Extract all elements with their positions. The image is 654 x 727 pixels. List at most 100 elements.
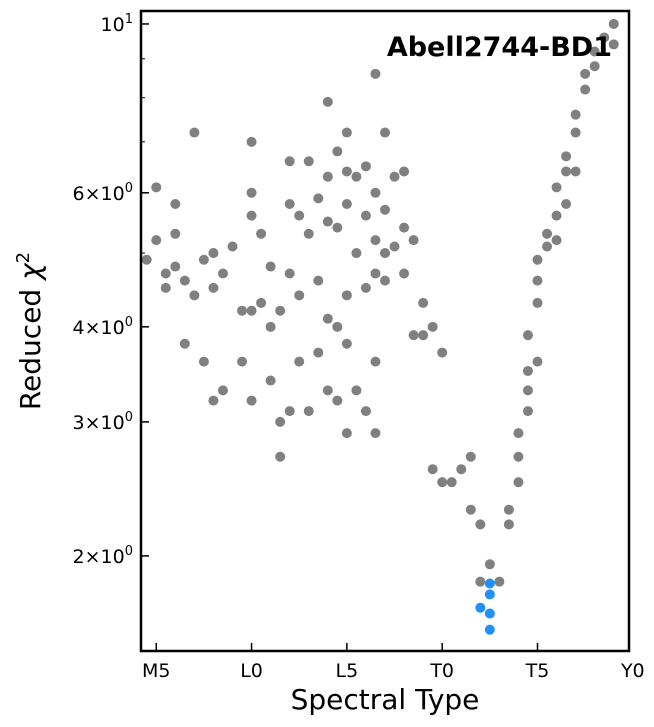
data-point [275, 451, 286, 462]
data-point [418, 297, 429, 308]
data-point [399, 166, 410, 177]
data-point [303, 228, 314, 239]
data-point [217, 268, 228, 279]
data-point [141, 254, 152, 265]
data-point [608, 39, 619, 50]
data-point [408, 235, 419, 246]
data-point [265, 321, 276, 332]
x-axis-label: Spectral Type [291, 683, 480, 716]
data-point [551, 210, 562, 221]
data-point [246, 210, 257, 221]
data-point [341, 166, 352, 177]
data-point [532, 297, 543, 308]
data-point [246, 395, 257, 406]
data-point [275, 416, 286, 427]
data-point [313, 275, 324, 286]
data-point [322, 216, 333, 227]
data-point [322, 385, 333, 396]
x-tick-label: T0 [429, 660, 454, 682]
data-point [322, 313, 333, 324]
data-point [360, 161, 371, 172]
data-point [580, 84, 591, 95]
data-point [513, 451, 524, 462]
data-point [399, 222, 410, 233]
data-point [437, 477, 448, 488]
data-point [408, 330, 419, 341]
data-point [284, 406, 295, 417]
data-point [465, 504, 476, 515]
x-tick-label: T5 [525, 660, 550, 682]
y-tick-label: 6×100 [73, 181, 133, 205]
data-point [294, 290, 305, 301]
data-point [370, 268, 381, 279]
data-point [170, 261, 181, 272]
x-tick-label: L0 [240, 660, 263, 682]
data-point [513, 428, 524, 439]
data-point [341, 127, 352, 138]
data-point [170, 228, 181, 239]
data-point [551, 182, 562, 193]
data-point [608, 18, 619, 29]
data-point [570, 166, 581, 177]
data-point [246, 136, 257, 147]
data-point [446, 477, 457, 488]
data-point [294, 210, 305, 221]
data-point [294, 356, 305, 367]
data-point [503, 504, 514, 515]
axis-ticks: M5 L0 L5 T0 T5 Y0 2×100 3×100 4×100 6×100 101 [73, 12, 645, 682]
data-point [360, 210, 371, 221]
data-point [265, 261, 276, 272]
chart-title: Abell2744-BD1 [387, 32, 612, 63]
y-tick-label: 3×100 [73, 410, 133, 434]
data-point [179, 338, 190, 349]
data-point [322, 171, 333, 182]
data-point [360, 406, 371, 417]
data-point [561, 166, 572, 177]
y-tick-label: 4×100 [73, 315, 133, 339]
data-point [551, 235, 562, 246]
data-point [475, 602, 486, 613]
data-point [484, 608, 495, 619]
data-point [570, 127, 581, 138]
data-point [399, 268, 410, 279]
data-point [380, 248, 390, 259]
data-point [160, 282, 171, 293]
data-point [256, 228, 267, 239]
data-point [380, 127, 390, 138]
data-point [484, 589, 495, 600]
data-points [141, 18, 619, 635]
data-point [484, 624, 495, 635]
data-point [246, 305, 257, 316]
data-point [522, 365, 533, 376]
data-point [389, 241, 400, 252]
data-point [561, 151, 572, 162]
data-point [160, 268, 171, 279]
data-point [341, 290, 352, 301]
data-point [370, 187, 381, 198]
data-point [561, 199, 572, 210]
data-point [322, 96, 333, 107]
data-point [256, 297, 267, 308]
data-point [580, 68, 591, 79]
data-point [189, 290, 200, 301]
data-point [484, 578, 495, 589]
data-point [475, 519, 486, 530]
data-point [589, 61, 600, 72]
data-point [475, 576, 486, 587]
data-point [418, 330, 429, 341]
x-tick-label: L5 [336, 660, 359, 682]
data-point [351, 385, 362, 396]
data-point [189, 127, 200, 138]
data-point [208, 395, 219, 406]
y-axis-label: Reduced χ2 [13, 252, 47, 410]
data-point [246, 187, 257, 198]
data-point [237, 305, 248, 316]
data-point [522, 385, 533, 396]
data-point [380, 275, 390, 286]
data-point [370, 68, 381, 79]
data-point [522, 330, 533, 341]
data-point [437, 347, 448, 358]
data-point [427, 321, 438, 332]
data-point [303, 406, 314, 417]
data-point [227, 241, 238, 252]
